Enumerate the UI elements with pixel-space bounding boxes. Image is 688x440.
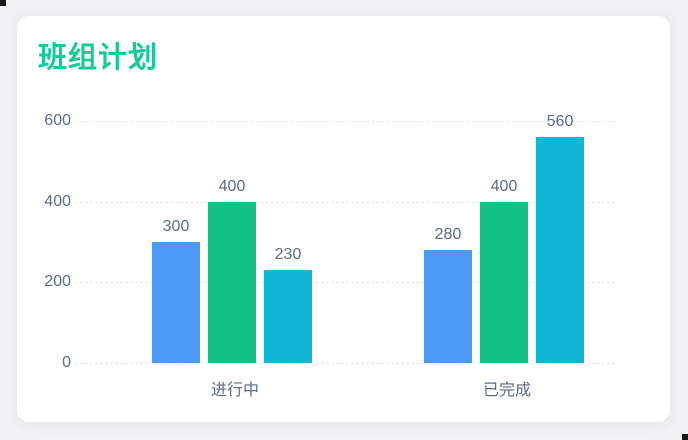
bar-value-label: 400 — [218, 178, 246, 195]
x-axis-label-completed: 已完成 — [482, 382, 532, 399]
y-axis-tick-600: 600 — [44, 112, 71, 129]
bar-rect[interactable] — [536, 137, 584, 363]
bar-value-label: 280 — [434, 226, 462, 243]
bar-rect[interactable] — [480, 202, 528, 363]
gridline-400 — [75, 202, 615, 203]
bar-rect[interactable] — [152, 242, 200, 363]
bar-value-label: 400 — [490, 178, 518, 195]
x-axis-label-in-progress: 进行中 — [210, 382, 260, 399]
bar-value-label: 300 — [162, 218, 190, 235]
bar-group-completed: 280 400 560 — [424, 113, 590, 363]
bar-rect[interactable] — [264, 270, 312, 363]
gridline-0 — [75, 363, 615, 364]
bar-rect[interactable] — [208, 202, 256, 363]
gridline-600 — [75, 121, 615, 122]
viewport-corner-marker-bottom-right — [682, 434, 688, 440]
bar-rect[interactable] — [424, 250, 472, 363]
chart-card: 班组计划 600 400 200 0 300 400 230 进行 — [17, 16, 670, 422]
bar-value-label: 230 — [274, 246, 302, 263]
y-axis-tick-0: 0 — [62, 354, 71, 371]
y-axis-tick-400: 400 — [44, 193, 71, 210]
viewport-corner-marker-top-left — [0, 0, 6, 6]
bar-group-in-progress: 300 400 230 — [152, 121, 318, 363]
y-axis-tick-200: 200 — [44, 273, 71, 290]
page-title: 班组计划 — [38, 42, 159, 74]
gridline-200 — [75, 282, 615, 283]
bar-chart: 600 400 200 0 300 400 230 进行中 — [17, 16, 670, 422]
bar-value-label: 560 — [546, 113, 574, 130]
